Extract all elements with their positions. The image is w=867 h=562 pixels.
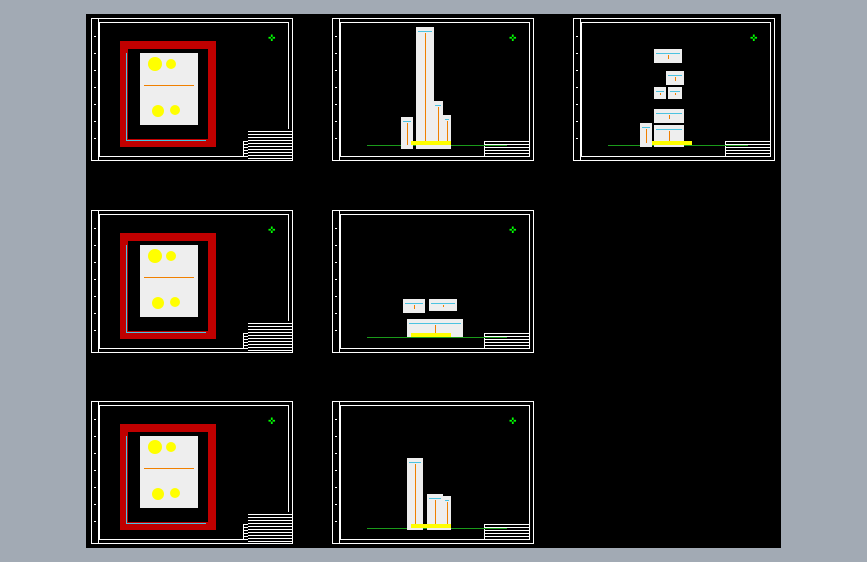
pipe-line [447,121,448,145]
tank [166,442,176,452]
sheet-frame [99,214,289,349]
title-block [484,524,530,540]
pipe-line [435,325,436,333]
revision-table [248,321,292,351]
pipe-line [669,131,670,143]
pipe-line [126,332,206,333]
equipment-base [411,333,451,337]
pipe-line [429,498,441,499]
pipe-line [656,91,664,92]
drawing-canvas[interactable]: ✜ ✜ ✜ ✜ ✜ ✜ ✜ [86,14,781,548]
pipe-line [438,107,439,145]
pipe-line [447,502,448,526]
tank [166,59,176,69]
sheet-frame [340,214,530,349]
equipment-base [411,524,451,528]
tank [170,488,180,498]
pipe-line [435,500,436,526]
pipe-line [144,468,194,469]
pipe-line [126,140,206,141]
tank [170,105,180,115]
revision-table [248,129,292,159]
pipe-line [656,129,682,130]
sheet-frame [99,22,289,157]
pipe-line [144,85,194,86]
pipe-line [443,305,444,307]
sheet-margin-strip [333,19,340,160]
ground-line [367,337,507,338]
pipe-line [407,123,408,145]
title-block [725,141,771,157]
drawing-sheet-elevation-1[interactable]: ✜ [332,18,534,161]
pipe-line [409,462,421,463]
pipe-line [414,305,415,309]
pipe-line [409,323,461,324]
pipe-line [415,464,416,526]
revision-table [248,512,292,542]
north-arrow-icon: ✜ [509,226,517,236]
pipe-line [646,129,647,143]
pipe-line [403,121,411,122]
sheet-frame [340,405,530,540]
sheet-frame [99,405,289,540]
pipe-line [660,93,661,95]
tank [148,440,162,454]
tank [152,297,164,309]
tank [166,251,176,261]
pipe-line [126,436,127,524]
pipe-line [126,53,127,141]
drawing-sheet-elevation-3[interactable]: ✜ [573,18,775,161]
tank [152,488,164,500]
tank [152,105,164,117]
pipe-line [144,277,194,278]
equipment-base [411,141,451,145]
pipe-line [675,93,676,95]
pipe-line [126,245,127,333]
title-block [484,333,530,349]
pipe-line [656,53,680,54]
pipe-line [445,500,449,501]
pipe-line [126,523,206,524]
equipment-base [652,141,692,145]
sheet-frame [340,22,530,157]
pipe-line [405,303,423,304]
north-arrow-icon: ✜ [509,417,517,427]
sheet-margin-strip [574,19,581,160]
north-arrow-icon: ✜ [268,417,276,427]
pipe-line [656,113,682,114]
pipe-line [669,115,670,119]
pipe-line [435,105,441,106]
pipe-line [670,91,680,92]
drawing-sheet-elevation-2[interactable]: ✜ [332,210,534,353]
pipe-line [668,75,682,76]
pipe-line [675,77,676,81]
sheet-margin-strip [333,211,340,352]
north-arrow-icon: ✜ [509,34,517,44]
tank [148,249,162,263]
pipe-line [445,119,449,120]
drawing-sheet-plan-3[interactable]: ✜ [91,401,293,544]
tank [170,297,180,307]
north-arrow-icon: ✜ [268,226,276,236]
north-arrow-icon: ✜ [268,34,276,44]
pipe-line [668,55,669,59]
pipe-line [642,127,650,128]
sheet-margin-strip [92,211,99,352]
sheet-margin-strip [92,19,99,160]
title-block [484,141,530,157]
tank [148,57,162,71]
north-arrow-icon: ✜ [750,34,758,44]
sheet-frame [581,22,771,157]
pipe-line [418,31,432,32]
sheet-margin-strip [92,402,99,543]
pipe-line [425,33,426,145]
sheet-margin-strip [333,402,340,543]
drawing-sheet-elevation-4[interactable]: ✜ [332,401,534,544]
pipe-line [431,303,455,304]
drawing-sheet-plan-2[interactable]: ✜ [91,210,293,353]
drawing-sheet-plan-1[interactable]: ✜ [91,18,293,161]
